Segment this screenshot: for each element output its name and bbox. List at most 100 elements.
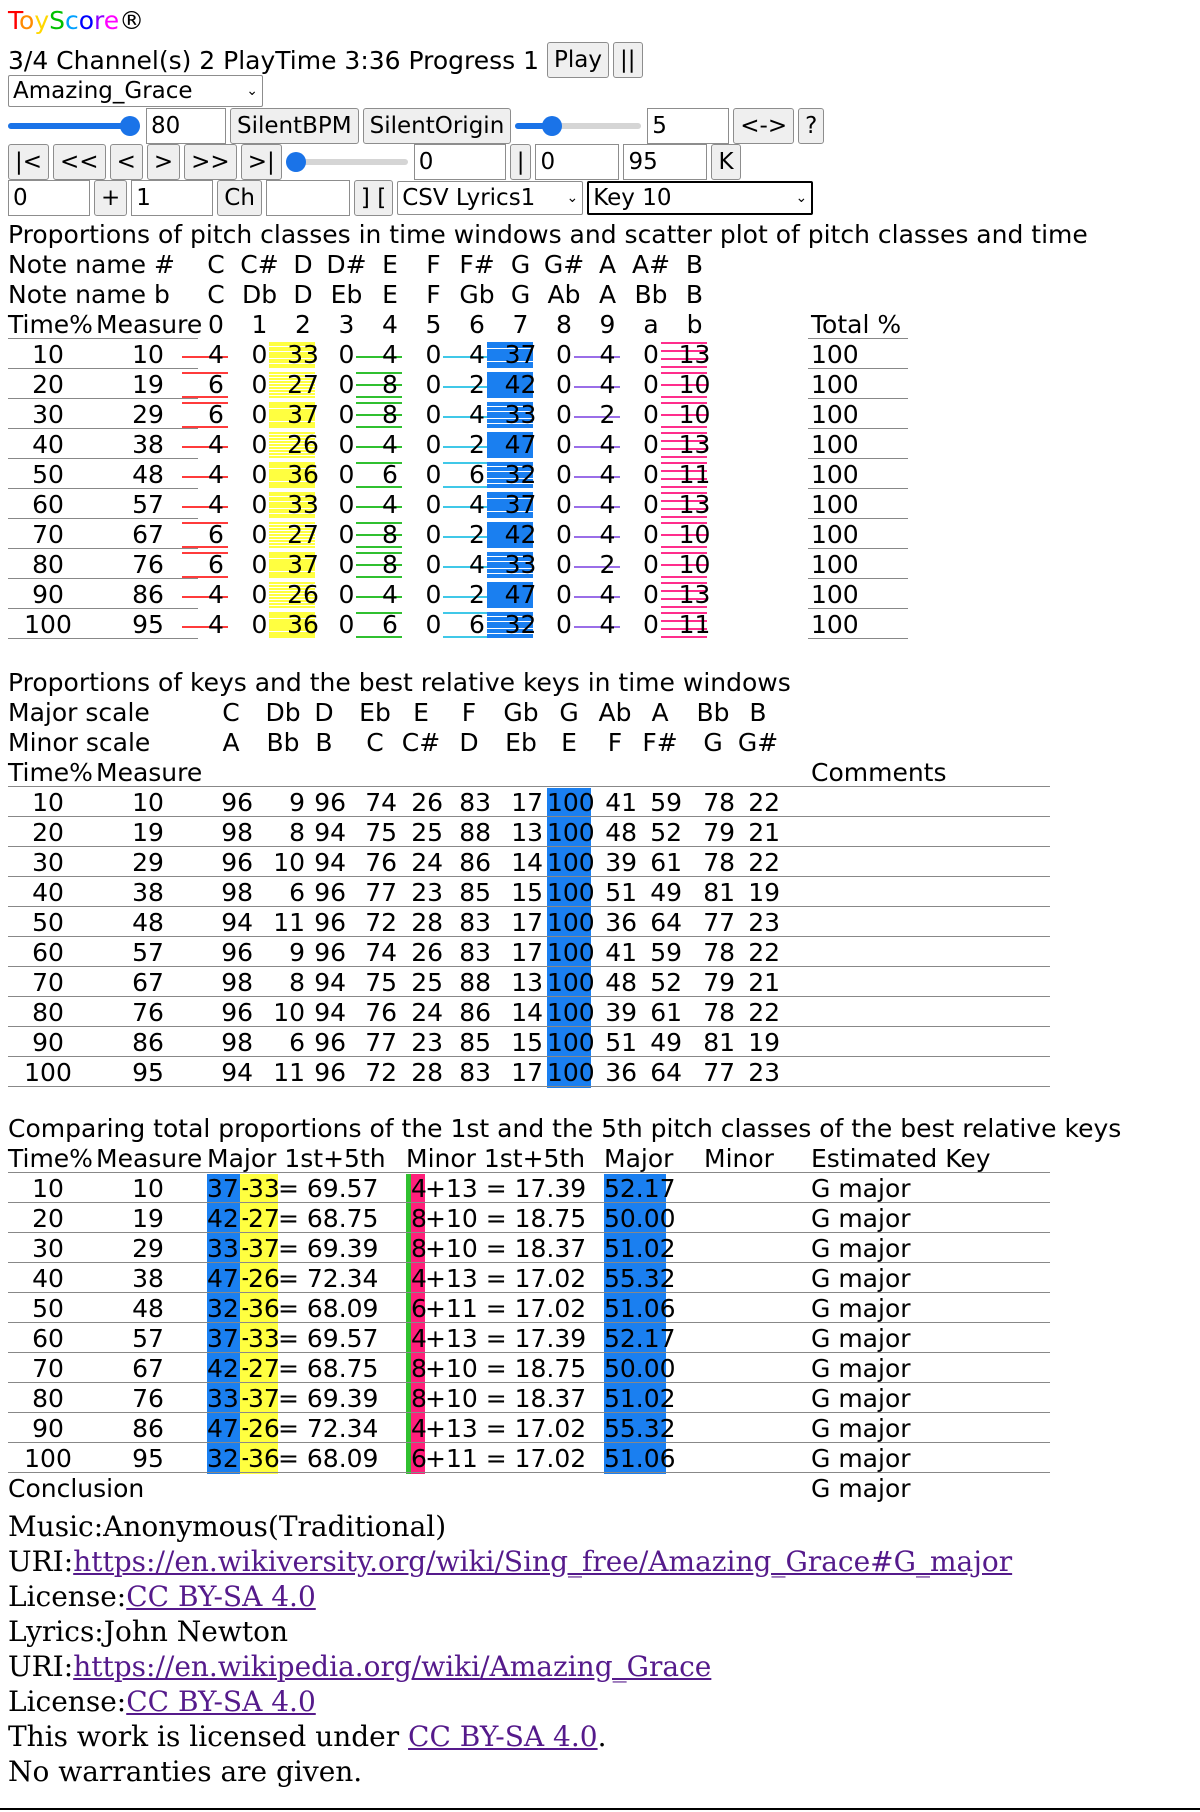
key-value-cell: 61 <box>650 998 682 1027</box>
key-value-cell: 100 <box>547 908 595 938</box>
last-button[interactable]: >| <box>240 144 282 180</box>
lyrics-uri-link[interactable]: https://en.wikipedia.org/wiki/Amazing_Gr… <box>73 1650 712 1683</box>
key-value-cell: 94 <box>314 998 346 1027</box>
scatter-line <box>486 533 533 536</box>
next-button[interactable]: > <box>146 144 181 180</box>
minor-first-cell: 8 <box>411 1234 427 1264</box>
scatter-line <box>486 507 533 510</box>
minor-first-cell: 8 <box>411 1204 427 1234</box>
scatter-mark <box>660 582 707 608</box>
chevron-down-icon: ⌄ <box>246 83 258 99</box>
prev-button[interactable]: < <box>109 144 143 180</box>
position-slider-thumb[interactable] <box>285 152 306 172</box>
time-cell: 40 <box>32 878 64 907</box>
work-license-link[interactable]: CC BY-SA 4.0 <box>408 1720 598 1753</box>
first-button[interactable]: |< <box>8 144 50 180</box>
scatter-line <box>269 625 315 628</box>
volume-slider[interactable] <box>515 108 642 144</box>
scatter-line <box>486 435 533 438</box>
range-from-input[interactable]: 0 <box>535 144 620 180</box>
scatter-mark <box>660 402 707 428</box>
row-divider <box>8 638 198 639</box>
pitch-table-title: Proportions of pitch classes in time win… <box>8 220 1088 249</box>
range-to-input[interactable]: 95 <box>623 144 708 180</box>
scatter-line <box>356 462 402 464</box>
key-value-cell: 17 <box>511 1058 543 1087</box>
scatter-line <box>486 444 533 447</box>
status-bar: 3/4 Channel(s) 2 PlayTime 3:36 Progress … <box>8 40 647 80</box>
pitch-value-cell: 0 <box>338 370 355 399</box>
scatter-line <box>269 600 315 602</box>
row-divider <box>808 488 908 489</box>
key-value-cell: 52 <box>650 818 682 847</box>
plus-button[interactable]: + <box>94 180 128 216</box>
minor-first-cell: 6 <box>411 1294 427 1324</box>
bracket-button[interactable]: ] [ <box>353 180 394 216</box>
silent-bpm-button[interactable]: SilentBPM <box>230 108 359 144</box>
scatter-line <box>486 348 533 351</box>
minor-fifth-mark <box>406 1324 411 1354</box>
row-divider <box>8 578 198 579</box>
position-input[interactable]: 0 <box>413 144 506 180</box>
measure-header: Measure <box>96 1144 203 1173</box>
scatter-line <box>573 596 620 598</box>
scatter-line <box>486 361 533 364</box>
major-sum-cell: = 68.75 <box>278 1204 379 1233</box>
scatter-line <box>486 446 533 449</box>
volume-slider-thumb[interactable] <box>541 116 562 136</box>
key-value-cell: 98 <box>221 968 253 997</box>
edit-value-input[interactable]: 0 <box>8 180 90 216</box>
pitch-value-cell: 2 <box>599 550 616 579</box>
scatter-line <box>660 470 707 472</box>
key-value-cell: 100 <box>547 788 595 818</box>
bpm-input[interactable]: 80 <box>146 108 226 144</box>
bar-button[interactable]: | <box>509 144 532 180</box>
scatter-line <box>269 496 315 499</box>
swap-button[interactable]: <-> <box>733 108 795 144</box>
major-sum-cell: = 69.57 <box>278 1324 379 1353</box>
pause-button[interactable]: || <box>613 42 643 78</box>
scatter-line <box>182 596 228 598</box>
table-row: 100 95 4 0 36 0 6 0 6 32 0 4 0 11 100 <box>8 610 908 640</box>
scatter-mark <box>573 462 620 488</box>
rewind-button[interactable]: << <box>53 144 106 180</box>
scatter-line <box>269 351 315 354</box>
play-button[interactable]: Play <box>547 42 610 78</box>
bpm-slider-thumb[interactable] <box>120 116 140 136</box>
scatter-line <box>486 614 533 617</box>
volume-input[interactable]: 5 <box>647 108 730 144</box>
silent-origin-button[interactable]: SilentOrigin <box>362 108 512 144</box>
k-button[interactable]: K <box>711 144 741 180</box>
key-value-cell: 96 <box>314 938 346 967</box>
key-value-cell: 96 <box>314 908 346 937</box>
pitch-value-cell: 0 <box>251 520 268 549</box>
major-score-cell: 51.02 <box>604 1234 676 1264</box>
key-value-cell: 11 <box>273 1058 305 1087</box>
key-select[interactable]: Key 10 ⌄ <box>587 181 814 215</box>
position-slider[interactable] <box>285 144 408 180</box>
scatter-line <box>182 506 228 508</box>
scatter-line <box>486 432 533 434</box>
lyrics-license-link[interactable]: CC BY-SA 4.0 <box>126 1685 316 1718</box>
scatter-line <box>182 356 228 358</box>
scatter-line <box>486 502 533 505</box>
scatter-line <box>269 492 315 494</box>
scatter-line <box>486 573 533 576</box>
bpm-slider[interactable] <box>8 108 140 144</box>
estimated-key-header: Estimated Key <box>811 1144 991 1173</box>
step-input[interactable]: 1 <box>131 180 214 216</box>
scatter-line <box>486 416 533 419</box>
music-license-link[interactable]: CC BY-SA 4.0 <box>126 1580 316 1613</box>
scatter-mark <box>356 522 402 548</box>
lyrics-select[interactable]: CSV Lyrics1 ⌄ <box>397 181 584 215</box>
music-uri-link[interactable]: https://en.wikiversity.org/wiki/Sing_fre… <box>73 1545 1013 1578</box>
channel-button[interactable]: Ch <box>217 180 262 216</box>
scatter-line <box>182 372 228 374</box>
channel-input[interactable] <box>265 180 350 216</box>
fast-forward-button[interactable]: >> <box>184 144 237 180</box>
key-value-cell: 98 <box>221 878 253 907</box>
scatter-line <box>660 534 707 536</box>
help-button[interactable]: ? <box>798 108 825 144</box>
song-select[interactable]: Amazing_Grace ⌄ <box>8 75 263 107</box>
